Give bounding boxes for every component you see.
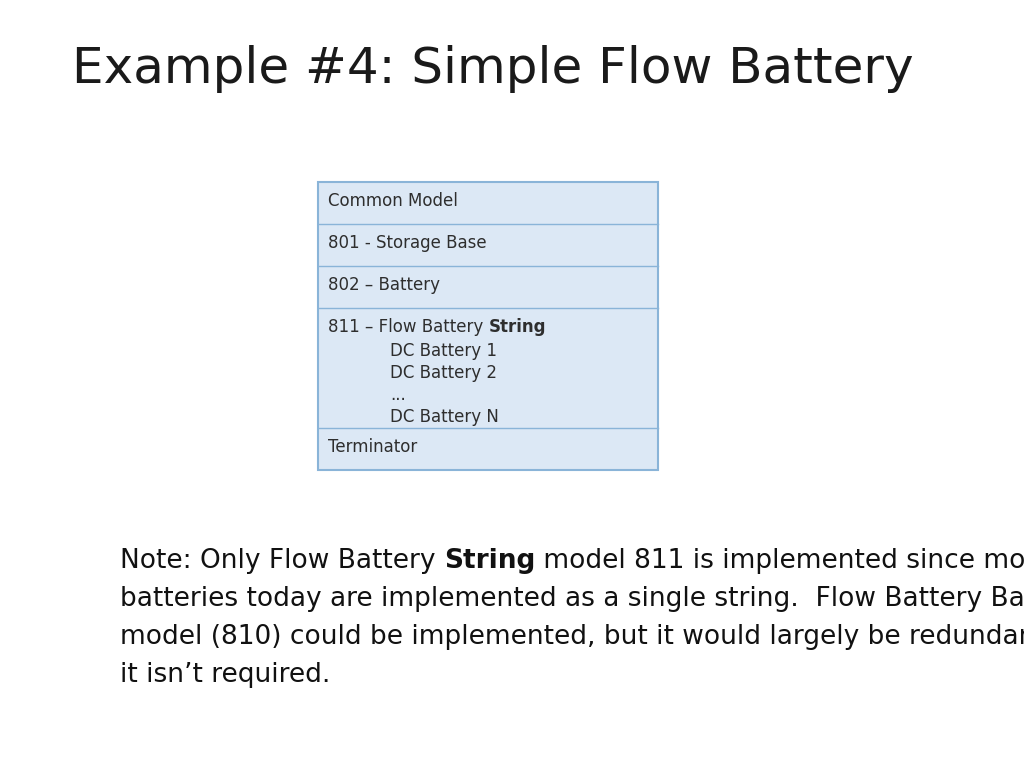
Text: batteries today are implemented as a single string.  Flow Battery Bank: batteries today are implemented as a sin… [120, 586, 1024, 612]
Text: Note: Only Flow Battery: Note: Only Flow Battery [120, 548, 443, 574]
Text: Terminator: Terminator [328, 438, 417, 456]
Text: 802 – Battery: 802 – Battery [328, 276, 440, 294]
Text: 801 - Storage Base: 801 - Storage Base [328, 234, 486, 252]
Text: Common Model: Common Model [328, 192, 458, 210]
Text: String: String [488, 318, 546, 336]
Text: ...: ... [390, 386, 406, 404]
Text: String: String [443, 548, 536, 574]
Text: model (810) could be implemented, but it would largely be redundant, so: model (810) could be implemented, but it… [120, 624, 1024, 650]
Text: Example #4: Simple Flow Battery: Example #4: Simple Flow Battery [72, 45, 913, 93]
Text: model 811 is implemented since most flow: model 811 is implemented since most flow [536, 548, 1024, 574]
Text: 811 – Flow Battery: 811 – Flow Battery [328, 318, 488, 336]
FancyBboxPatch shape [318, 182, 658, 470]
Text: it isn’t required.: it isn’t required. [120, 662, 331, 688]
Text: DC Battery 2: DC Battery 2 [390, 364, 497, 382]
Text: DC Battery 1: DC Battery 1 [390, 342, 497, 360]
Text: DC Battery N: DC Battery N [390, 408, 499, 426]
